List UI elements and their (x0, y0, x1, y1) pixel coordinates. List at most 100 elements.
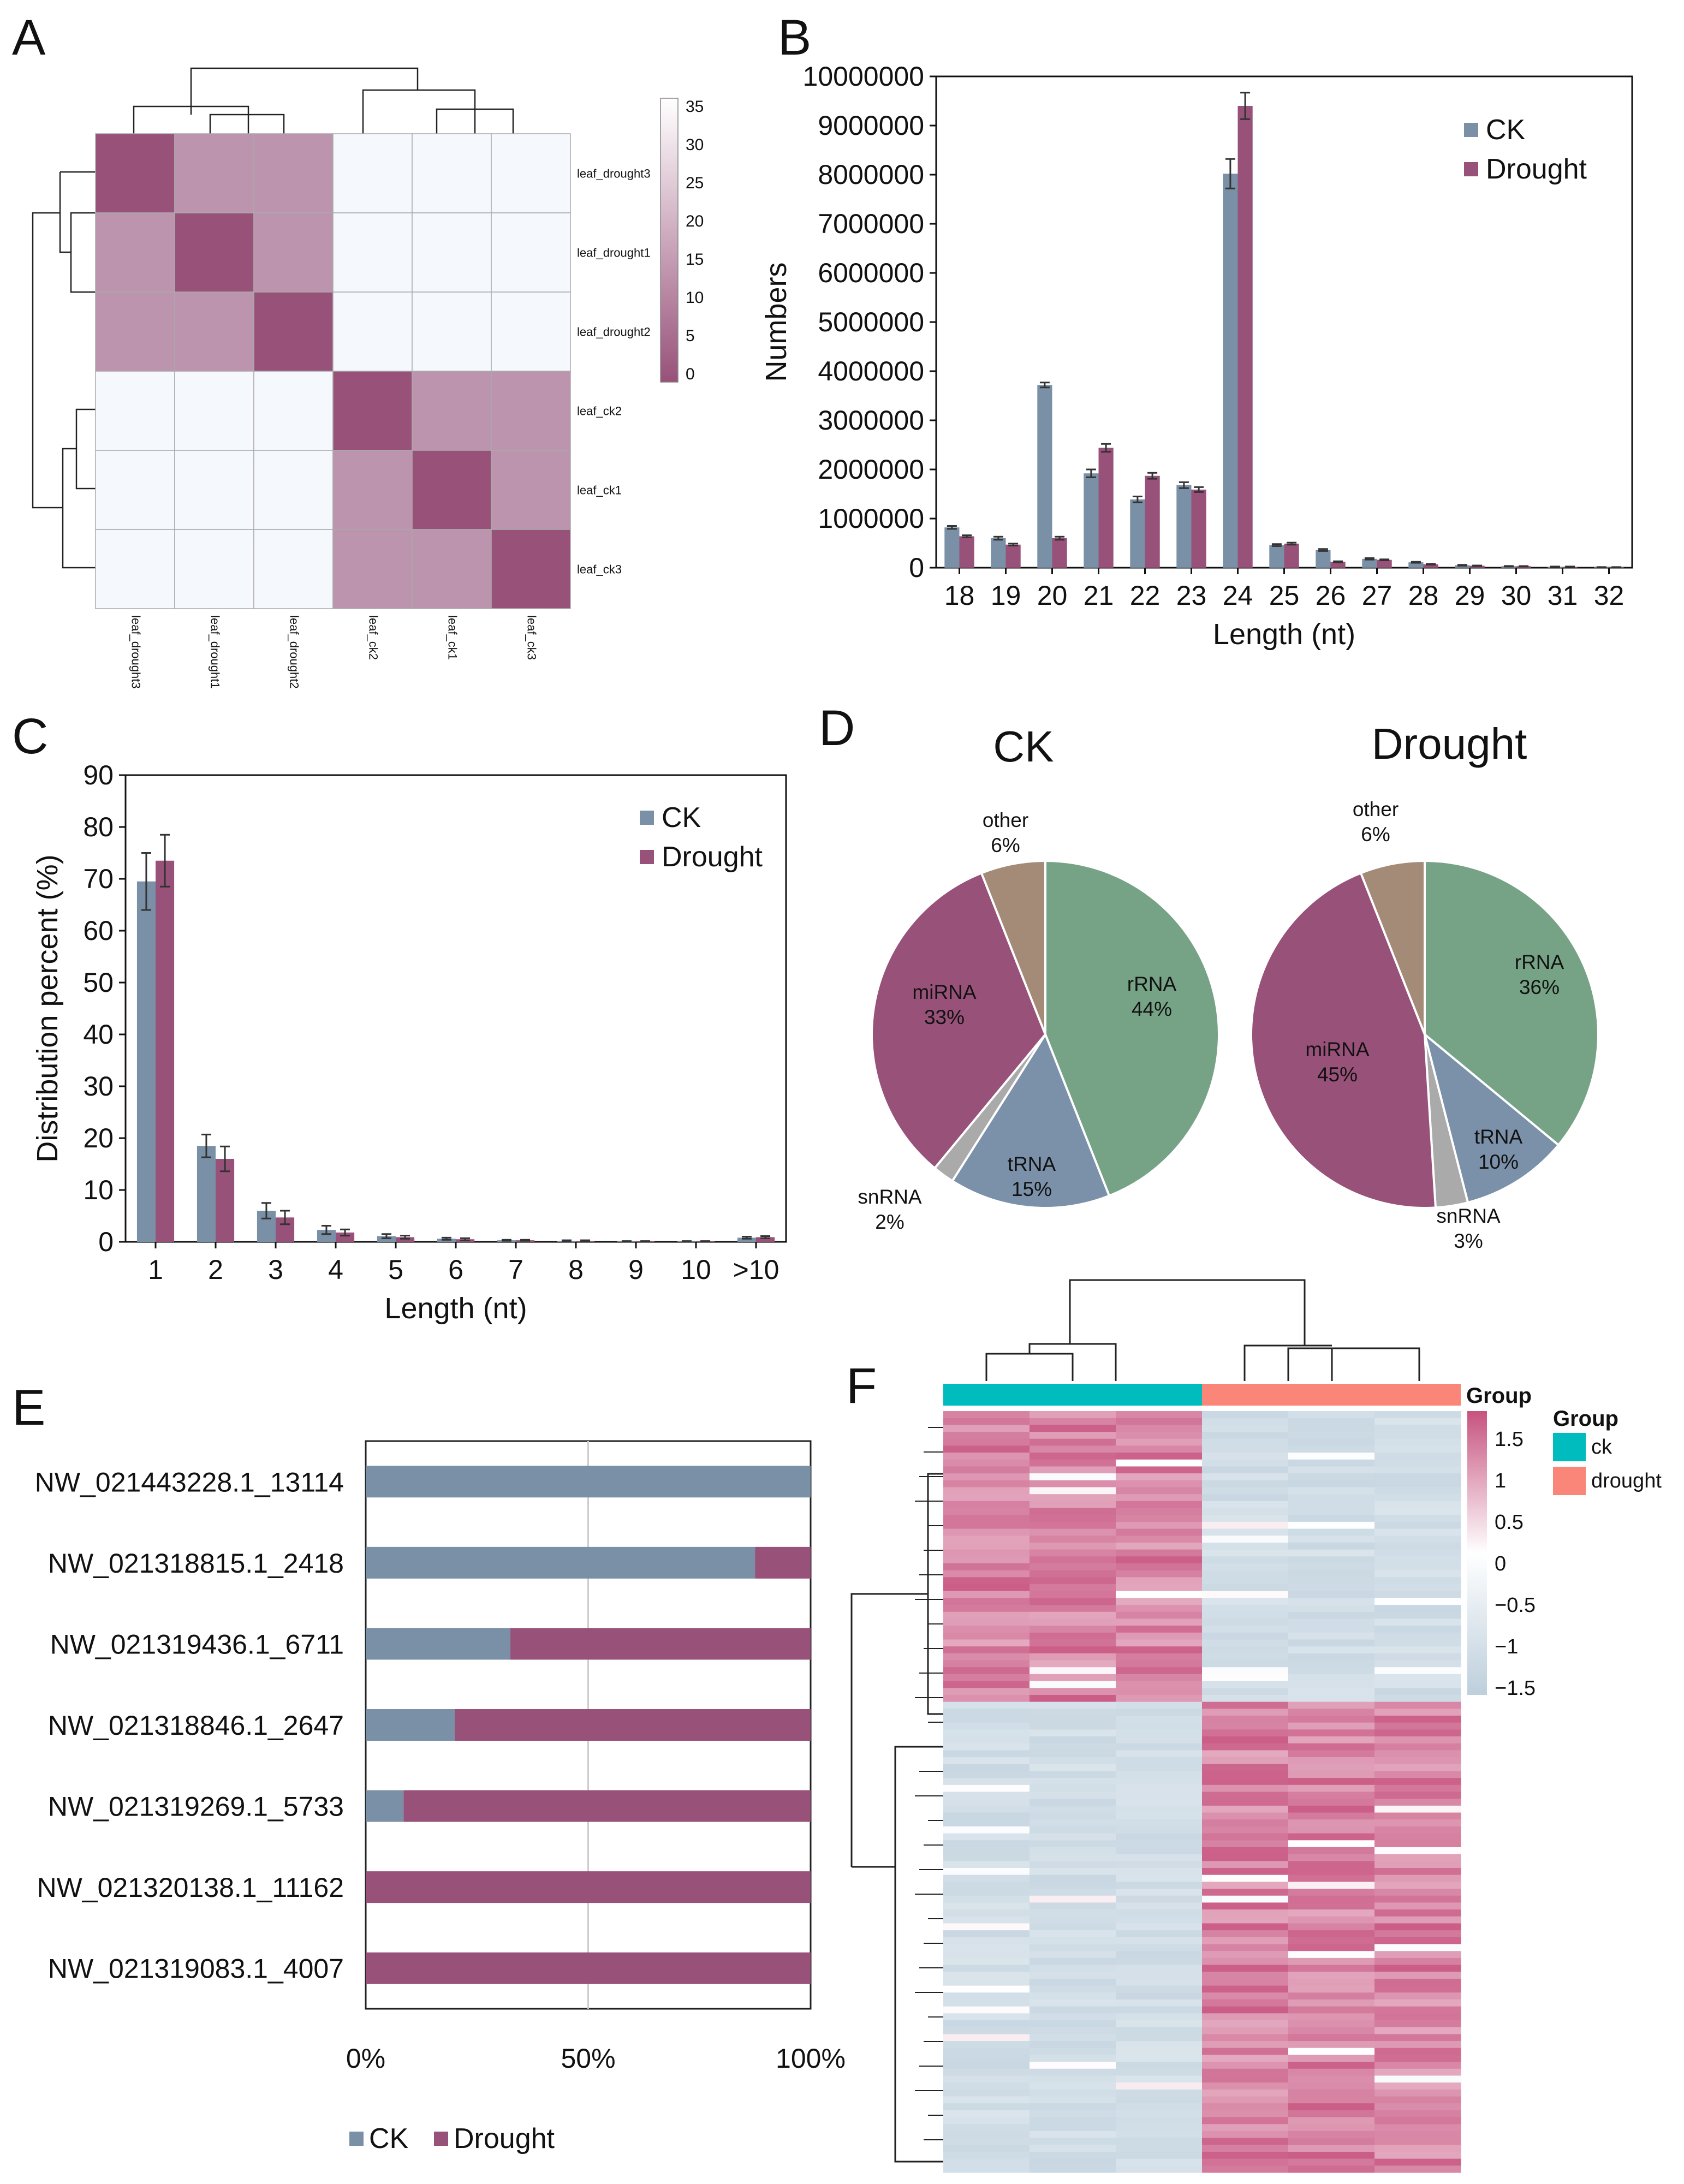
heatmap-cell (1374, 2082, 1461, 2090)
heatmap-cell (1116, 1722, 1203, 1730)
heatmap-cell (1116, 1916, 1203, 1924)
bar-ck (366, 1709, 455, 1741)
colorbar-tick-label: 20 (686, 212, 704, 230)
heatmap-cell (1202, 1487, 1289, 1495)
heatmap-cell (1288, 1902, 1375, 1910)
heatmap-cell (1374, 2138, 1461, 2145)
bar-ck (1037, 385, 1052, 568)
bar-drought (510, 1628, 811, 1660)
heatmap-cell (1374, 2131, 1461, 2139)
heatmap-cell (1374, 1536, 1461, 1543)
heatmap-cell (1374, 1999, 1461, 2007)
heatmap-cell (1288, 2055, 1375, 2062)
heatmap-cell (943, 1639, 1030, 1647)
pie-label-trna: tRNA (1008, 1153, 1056, 1175)
pie-slice-mirna (1250, 871, 1437, 1209)
bar-drought (366, 1871, 811, 1903)
heatmap-cell (943, 2055, 1030, 2062)
heatmap-cell (1116, 2034, 1203, 2042)
heatmap-cell (1202, 2110, 1289, 2118)
heatmap-cell (1116, 1521, 1203, 1530)
heatmap-cell (1116, 1667, 1203, 1675)
heatmap-cell (412, 371, 492, 451)
heatmap-cell (1374, 1819, 1461, 1827)
bar-ck (944, 527, 960, 568)
heatmap-cell (1374, 1874, 1461, 1882)
heatmap-cell (943, 1729, 1030, 1737)
heatmap-cell (1030, 2089, 1116, 2097)
panel-letter-c: C (12, 709, 48, 764)
heatmap-cell (1116, 2006, 1203, 2014)
heatmap-cell (1374, 1930, 1461, 1938)
heatmap-cell (1374, 1854, 1461, 1861)
heatmap-cell (1202, 1536, 1289, 1543)
heatmap-cell (1030, 1536, 1116, 1543)
heatmap-cell (1374, 2089, 1461, 2097)
pie-pct-other: 6% (1361, 823, 1390, 846)
heatmap-cell (1288, 1716, 1375, 1723)
heatmap-cell (332, 212, 413, 293)
heatmap-cell (1030, 2075, 1116, 2083)
error-bar (1287, 541, 1297, 546)
y-tick-label: 80 (83, 812, 114, 842)
heatmap-cell (174, 450, 254, 530)
heatmap-cell (1374, 2165, 1461, 2173)
error-bar (962, 534, 972, 538)
heatmap-cell (943, 1874, 1030, 1882)
heatmap-cell (1116, 1965, 1203, 1972)
error-bar (1132, 496, 1142, 503)
heatmap-cell (1116, 2048, 1203, 2055)
heatmap-cell (943, 1902, 1030, 1910)
heatmap-cell (1202, 2151, 1289, 2159)
heatmap-cell (1116, 2055, 1203, 2062)
heatmap-cell (1288, 1792, 1375, 1799)
heatmap-cell (1116, 1466, 1203, 1474)
x-tick-label: 18 (944, 580, 975, 611)
heatmap-cell (1374, 1453, 1461, 1460)
heatmap-cell (1202, 1743, 1289, 1751)
bar-ck (1269, 545, 1284, 568)
heatmap-cell (1374, 1674, 1461, 1682)
bar-drought (1052, 538, 1067, 568)
heatmap-cell (1374, 1445, 1461, 1453)
heatmap-cell (943, 1445, 1030, 1453)
heatmap-cell (1374, 1778, 1461, 1786)
pie-label-mirna: miRNA (912, 981, 976, 1003)
heatmap-cell (1288, 1944, 1375, 1951)
colorbar-tick-label: 0 (686, 365, 695, 383)
heatmap-cell (1030, 1459, 1116, 1467)
error-bar (201, 1133, 211, 1158)
heatmap-cell (1030, 1453, 1116, 1460)
heatmap-cell (1116, 1778, 1203, 1786)
heatmap-cell (1288, 1570, 1375, 1578)
heatmap-cell (1030, 2145, 1116, 2152)
heatmap-cell (1288, 1923, 1375, 1931)
heatmap-cell (1374, 1694, 1461, 1703)
heatmap-cell (1116, 1556, 1203, 1564)
heatmap-cell (1116, 1611, 1203, 1619)
heatmap-cell (1374, 1438, 1461, 1446)
pie-slice-other (1359, 859, 1426, 1035)
heatmap-cell (1202, 1812, 1289, 1820)
pie-label-mirna: miRNA (1305, 1038, 1369, 1061)
heatmap-cell (1030, 1667, 1116, 1675)
heatmap-cell (1374, 1432, 1461, 1439)
bar-drought (1237, 106, 1253, 568)
row-label: leaf_ck1 (577, 484, 622, 497)
x-tick-label: 10 (681, 1254, 711, 1285)
heatmap-cell (1288, 1722, 1375, 1730)
heatmap-cell (1288, 2145, 1375, 2152)
heatmap-cell (1288, 1577, 1375, 1585)
error-bar (640, 1240, 651, 1243)
heatmap-cell (943, 1833, 1030, 1841)
heatmap-cell (1288, 1847, 1375, 1855)
x-tick-label: 8 (568, 1254, 584, 1285)
y-tick-label: 7000000 (818, 209, 924, 239)
legend-swatch-drought (1464, 162, 1478, 176)
heatmap-cell (1030, 1438, 1116, 1446)
heatmap-cell (1030, 1750, 1116, 1758)
heatmap-cell (1202, 1722, 1289, 1730)
y-tick-label: 60 (83, 915, 114, 946)
heatmap-cell (1374, 1805, 1461, 1813)
pie-pct-snrna: 2% (875, 1211, 904, 1233)
